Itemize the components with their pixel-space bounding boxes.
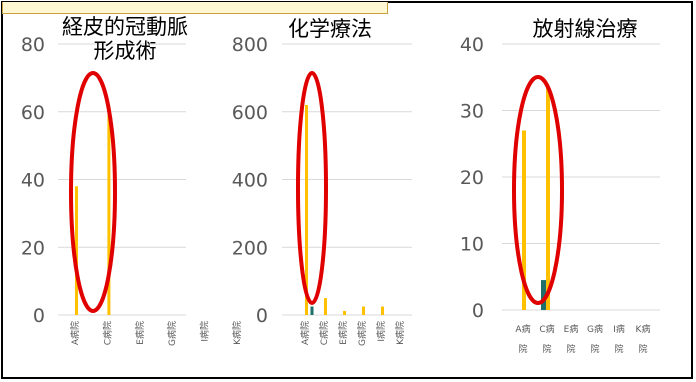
y-tick-label: 600 bbox=[232, 102, 268, 124]
y-tick-label: 60 bbox=[21, 102, 45, 124]
category-label: A病 bbox=[515, 323, 530, 335]
category-label: G病院 bbox=[356, 321, 368, 346]
highlight-ellipse bbox=[512, 75, 564, 305]
bar bbox=[522, 130, 526, 310]
y-tick-label: 800 bbox=[232, 34, 268, 56]
category-label: C病 bbox=[539, 323, 554, 335]
category-label: I病院 bbox=[375, 321, 387, 342]
category-label: C病院 bbox=[318, 321, 330, 345]
highlight-ellipse bbox=[296, 71, 328, 305]
category-label: A病院 bbox=[299, 321, 311, 345]
category-label: G病 bbox=[587, 323, 603, 335]
category-label: 院 bbox=[518, 343, 527, 355]
category-label: C病院 bbox=[101, 321, 113, 345]
y-tick-label: 30 bbox=[460, 101, 484, 123]
chart-title: 放射線治療 bbox=[533, 17, 638, 41]
category-label: 院 bbox=[638, 343, 647, 355]
y-tick-label: 10 bbox=[460, 234, 484, 256]
bar bbox=[343, 310, 346, 315]
highlight-ellipse bbox=[69, 71, 117, 313]
bar bbox=[310, 306, 314, 315]
y-tick-label: 20 bbox=[21, 237, 45, 259]
category-label: I病院 bbox=[199, 321, 211, 342]
y-tick-label: 400 bbox=[232, 170, 268, 192]
category-label: E病 bbox=[564, 323, 579, 335]
bar bbox=[305, 104, 308, 315]
y-tick-label: 200 bbox=[232, 237, 268, 259]
category-label: G病院 bbox=[166, 321, 178, 346]
category-label: 院 bbox=[542, 343, 551, 355]
chart-title: 経皮的冠動脈 bbox=[62, 15, 188, 39]
chart-title: 化学療法 bbox=[288, 17, 372, 41]
header-tab bbox=[2, 2, 388, 14]
y-tick-label: 0 bbox=[472, 300, 484, 322]
bar bbox=[75, 186, 78, 315]
bar bbox=[546, 87, 550, 310]
category-label: K病院 bbox=[231, 321, 243, 345]
category-label: I病 bbox=[613, 323, 625, 335]
category-label: E病院 bbox=[134, 321, 146, 345]
y-tick-label: 0 bbox=[33, 305, 45, 327]
y-tick-label: 0 bbox=[256, 305, 268, 327]
y-tick-label: 40 bbox=[460, 34, 484, 56]
category-label: 院 bbox=[566, 343, 575, 355]
chart-title: 形成術 bbox=[94, 39, 157, 63]
category-label: A病院 bbox=[69, 321, 81, 345]
bar bbox=[362, 306, 365, 315]
bar bbox=[324, 298, 327, 315]
category-label: 院 bbox=[614, 343, 623, 355]
y-tick-label: 20 bbox=[460, 167, 484, 189]
bar bbox=[541, 280, 546, 310]
y-tick-label: 80 bbox=[21, 34, 45, 56]
category-label: 院 bbox=[590, 343, 599, 355]
category-label: E病院 bbox=[337, 321, 349, 345]
y-tick-label: 40 bbox=[21, 170, 45, 192]
chart-2: 0 200 400 600 800 化学療法 A病院 C病院 E病院 G病院 I病院 K病院 bbox=[232, 17, 412, 346]
bar bbox=[381, 306, 384, 315]
bar bbox=[107, 115, 111, 315]
category-label: K病 bbox=[636, 323, 651, 335]
category-label: K病院 bbox=[394, 321, 406, 345]
